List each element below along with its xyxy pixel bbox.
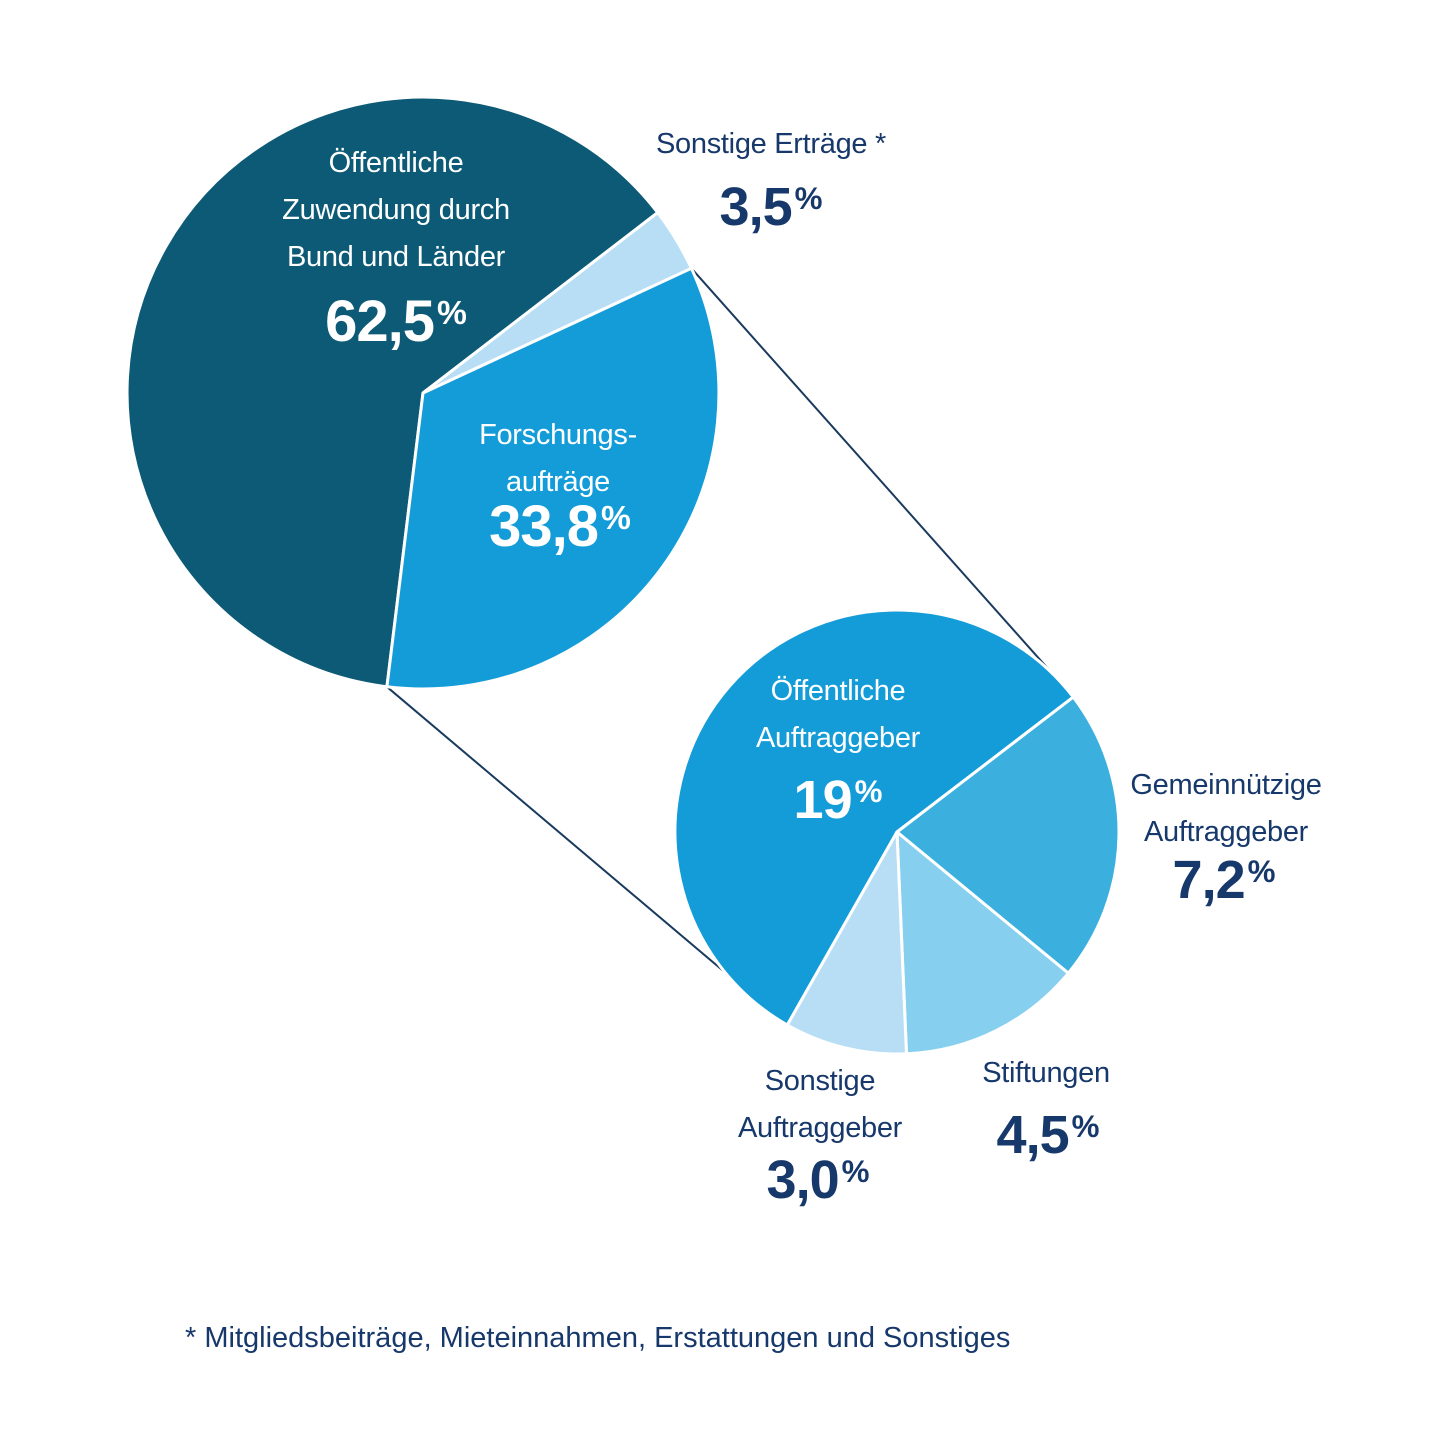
percent-sign: % [841,1154,870,1190]
slice-value-forschungsauftraege: 33,8% [489,494,631,559]
slice-label-forschungsauftraege: Forschungs- aufträge [479,419,637,498]
footnote-text: * Mitgliedsbeiträge, Mieteinnahmen, Erst… [185,1322,1011,1354]
percent-sign: % [854,774,883,810]
slice-label-oeffentliche-auftraggeber: Öffentliche Auftraggeber [755,675,921,754]
slice-label-stiftungen: Stiftungen [982,1057,1110,1089]
pie-slice-oeffentliche-auftraggeber [673,608,1075,1027]
slice-value-stiftungen: 4,5% [996,1105,1100,1165]
slice-value-gemeinnuetzige-auftraggeber: 7,2% [1172,850,1276,910]
percent-sign: % [600,500,631,538]
slice-value-sonstige-ertraege: 3,5% [719,177,823,237]
pie-slice-stiftungen [895,830,1070,1056]
pie-slice-forschungsauftraege [385,266,721,691]
percent-sign: % [1247,854,1276,890]
percent-sign: % [1071,1109,1100,1145]
pie-slice-sonstige-auftraggeber [785,830,908,1056]
percent-sign: % [794,181,823,217]
pie-slice-gemeinnuetzige-auftraggeber [895,695,1121,975]
slice-value-oeffentliche-auftraggeber: 19% [793,770,883,830]
slice-label-sonstige-auftraggeber: Sonstige Auftraggeber [737,1065,903,1144]
slice-label-oeffentliche-zuwendung: Öffentliche Zuwendung durch Bund und Län… [282,147,510,273]
slice-label-sonstige-ertraege: Sonstige Erträge * [656,128,886,160]
percent-sign: % [436,295,467,333]
slice-value-oeffentliche-zuwendung: 62,5% [325,289,467,354]
slice-value-sonstige-auftraggeber: 3,0% [766,1150,870,1210]
slice-label-gemeinnuetzige-auftraggeber: Gemeinnützige Auftraggeber [1130,769,1322,848]
pie-slice-oeffentliche-zuwendung [125,95,660,689]
connector-line-top [690,267,1075,698]
